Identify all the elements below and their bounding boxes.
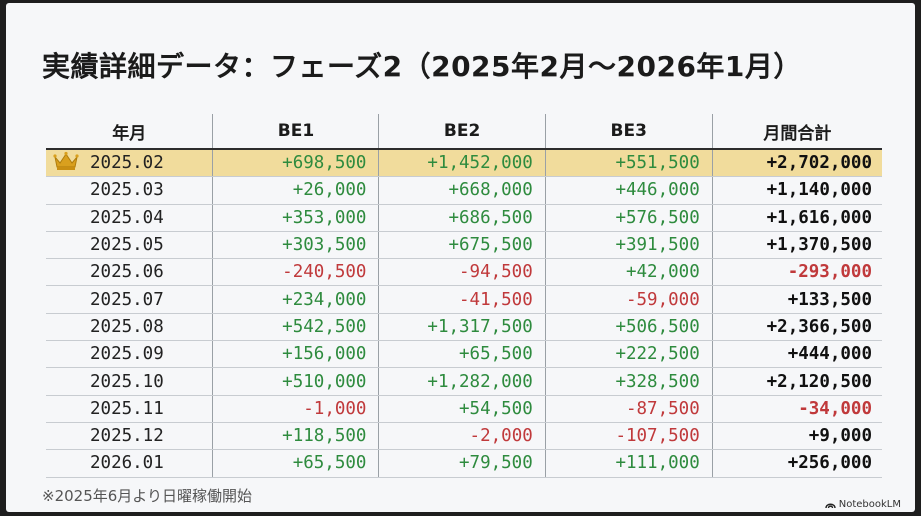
month-cell: 2026.01	[46, 449, 213, 478]
be3-cell: +222,500	[544, 340, 713, 369]
be3-cell: -59,000	[544, 285, 713, 314]
be3-cell: -87,500	[544, 395, 713, 423]
be3-cell: +446,000	[544, 176, 713, 205]
table-row: 2025.02 +698,500 +1,452,000 +551,500 +2,702,…	[46, 149, 882, 178]
be3-cell: +111,000	[544, 449, 713, 478]
page-title: 実績詳細データ：フェーズ2（2025年2月〜2026年1月）	[42, 50, 802, 83]
table-row: 2025.03 +26,000 +668,000 +446,000 +1,140,000	[46, 176, 882, 205]
column-header-be3: BE3	[544, 114, 713, 150]
total-cell: -293,000	[711, 258, 882, 287]
be3-cell: +506,500	[544, 313, 713, 342]
be3-cell: -107,500	[544, 422, 713, 451]
be1-cell: +65,500	[212, 449, 379, 478]
be2-cell: +1,317,500	[378, 313, 546, 342]
month-cell: 2025.09	[46, 340, 213, 369]
table-row: 2025.12 +118,500 -2,000 -107,500 +9,000	[46, 422, 882, 451]
be2-cell: +1,452,000	[378, 149, 546, 178]
month-cell: 2025.06	[46, 258, 213, 287]
month-cell: 2025.12	[46, 422, 213, 451]
table-row: 2025.08 +542,500 +1,317,500 +506,500 +2,366,…	[46, 313, 882, 342]
column-header-total: 月間合計	[711, 114, 882, 150]
table-row: 2026.01 +65,500 +79,500 +111,000 +256,000	[46, 449, 882, 478]
table-row: 2025.04 +353,000 +686,500 +576,500 +1,616,00…	[46, 204, 882, 232]
footnote: ※2025年6月より日曜稼働開始	[42, 487, 252, 505]
be2-cell: -2,000	[378, 422, 546, 451]
month-cell: 2025.08	[46, 313, 213, 342]
be2-cell: +65,500	[378, 340, 546, 369]
be2-cell: +668,000	[378, 176, 546, 205]
slide: 実績詳細データ：フェーズ2（2025年2月〜2026年1月） 年月 BE1 BE…	[6, 3, 915, 512]
be3-cell: +551,500	[544, 149, 713, 178]
results-table: 年月 BE1 BE2 BE3 月間合計 2025.02 +698,500 +1,45…	[46, 114, 882, 478]
total-cell: -34,000	[711, 395, 882, 423]
month-cell: 2025.02	[46, 149, 213, 178]
be1-cell: +156,000	[212, 340, 379, 369]
crown-icon	[53, 151, 79, 170]
be2-cell: -41,500	[378, 285, 546, 314]
table-row: 2025.05 +303,500 +675,500 +391,500 +1,370,50…	[46, 231, 882, 260]
notebooklm-logo-icon	[825, 503, 836, 509]
be1-cell: +698,500	[212, 149, 379, 178]
table-row: 2025.07 +234,000 -41,500 -59,000 +133,500	[46, 285, 882, 314]
table-row: 2025.09 +156,000 +65,500 +222,500 +444,000	[46, 340, 882, 369]
be1-cell: +234,000	[212, 285, 379, 314]
table-header-row: 年月 BE1 BE2 BE3 月間合計	[46, 114, 882, 150]
be1-cell: +353,000	[212, 204, 379, 232]
be1-cell: -240,500	[212, 258, 379, 287]
be3-cell: +42,000	[544, 258, 713, 287]
table-row: 2025.06 -240,500 -94,500 +42,000 -293,000	[46, 258, 882, 287]
total-cell: +444,000	[711, 340, 882, 369]
total-cell: +2,702,000	[711, 149, 882, 178]
table-body: 2025.02 +698,500 +1,452,000 +551,500 +2,702,…	[46, 149, 882, 478]
be3-cell: +391,500	[544, 231, 713, 260]
month-cell: 2025.11	[46, 395, 213, 423]
brand-name: NotebookLM	[838, 499, 901, 510]
total-cell: +1,140,000	[711, 176, 882, 205]
total-cell: +9,000	[711, 422, 882, 451]
be2-cell: +686,500	[378, 204, 546, 232]
total-cell: +1,616,000	[711, 204, 882, 232]
be2-cell: +54,500	[378, 395, 546, 423]
be3-cell: +576,500	[544, 204, 713, 232]
total-cell: +2,120,500	[711, 367, 882, 396]
be2-cell: -94,500	[378, 258, 546, 287]
column-header-be2: BE2	[378, 114, 546, 150]
total-cell: +1,370,500	[711, 231, 882, 260]
be2-cell: +675,500	[378, 231, 546, 260]
be2-cell: +79,500	[378, 449, 546, 478]
total-cell: +2,366,500	[711, 313, 882, 342]
be1-cell: +303,500	[212, 231, 379, 260]
be1-cell: +542,500	[212, 313, 379, 342]
total-cell: +133,500	[711, 285, 882, 314]
total-cell: +256,000	[711, 449, 882, 478]
be2-cell: +1,282,000	[378, 367, 546, 396]
be1-cell: +26,000	[212, 176, 379, 205]
brand-logo: NotebookLM	[825, 499, 901, 510]
be1-cell: +510,000	[212, 367, 379, 396]
month-cell: 2025.05	[46, 231, 213, 260]
month-cell: 2025.04	[46, 204, 213, 232]
column-header-month: 年月	[46, 114, 213, 150]
be1-cell: -1,000	[212, 395, 379, 423]
be3-cell: +328,500	[544, 367, 713, 396]
month-cell: 2025.07	[46, 285, 213, 314]
column-header-be1: BE1	[212, 114, 379, 150]
month-cell: 2025.03	[46, 176, 213, 205]
table-row: 2025.10 +510,000 +1,282,000 +328,500 +2,120,…	[46, 367, 882, 396]
be1-cell: +118,500	[212, 422, 379, 451]
table-row: 2025.11 -1,000 +54,500 -87,500 -34,000	[46, 395, 882, 423]
month-cell: 2025.10	[46, 367, 213, 396]
